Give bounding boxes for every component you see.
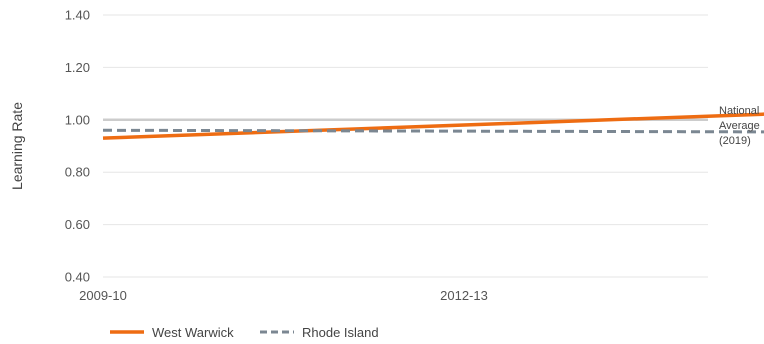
- x-tick-labels: 2009-102012-132015-162018-192022-232024-…: [79, 288, 488, 303]
- legend: West Warwick Rhode Island: [110, 325, 379, 340]
- y-tick-label-4: 1.20: [65, 60, 90, 75]
- west-warwick-segment-0: [102, 112, 764, 140]
- reference-line-label: National Average (2019): [719, 105, 760, 147]
- reference-label-line-2: (2019): [719, 135, 751, 147]
- y-tick-label-1: 0.60: [65, 217, 90, 232]
- grid-lines: [103, 14, 708, 278]
- legend-label-rhode-island: Rhode Island: [302, 325, 379, 340]
- reference-label-line-0: National: [719, 105, 759, 117]
- y-tick-label-2: 0.80: [65, 165, 90, 180]
- x-tick-label-1: 2012-13: [440, 288, 488, 303]
- series-lines: [102, 112, 764, 140]
- y-axis-title: Learning Rate: [9, 102, 25, 190]
- y-tick-label-3: 1.00: [65, 112, 90, 127]
- y-tick-label-5: 1.40: [65, 8, 90, 23]
- reference-label-line-1: Average: [719, 120, 760, 132]
- rhode-island-segment-0: [102, 128, 764, 134]
- y-tick-labels: 0.40 0.60 0.80 1.00 1.20 1.40: [65, 8, 90, 285]
- x-tick-label-0: 2009-10: [79, 288, 127, 303]
- y-tick-label-0: 0.40: [65, 270, 90, 285]
- legend-label-west-warwick: West Warwick: [152, 325, 234, 340]
